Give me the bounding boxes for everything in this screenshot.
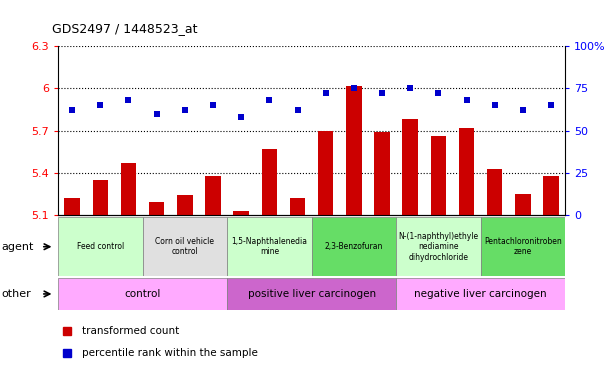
Bar xyxy=(290,198,306,215)
Text: Corn oil vehicle
control: Corn oil vehicle control xyxy=(155,237,214,257)
Text: other: other xyxy=(2,289,32,299)
Bar xyxy=(121,163,136,215)
Text: 2,3-Benzofuran: 2,3-Benzofuran xyxy=(324,242,383,251)
Bar xyxy=(318,131,334,215)
Bar xyxy=(205,175,221,215)
Text: agent: agent xyxy=(2,242,34,252)
Text: N-(1-naphthyl)ethyle
nediamine
dihydrochloride: N-(1-naphthyl)ethyle nediamine dihydroch… xyxy=(398,232,478,262)
Bar xyxy=(459,128,474,215)
Bar xyxy=(431,136,446,215)
Bar xyxy=(58,217,142,276)
Bar xyxy=(543,175,559,215)
Text: Feed control: Feed control xyxy=(77,242,124,251)
Text: control: control xyxy=(125,289,161,299)
Text: negative liver carcinogen: negative liver carcinogen xyxy=(414,289,547,299)
Bar xyxy=(149,202,164,215)
Bar xyxy=(481,217,565,276)
Bar xyxy=(515,194,531,215)
Bar xyxy=(403,119,418,215)
Bar xyxy=(233,211,249,215)
Bar xyxy=(262,149,277,215)
Text: Pentachloronitroben
zene: Pentachloronitroben zene xyxy=(484,237,562,257)
Bar xyxy=(92,180,108,215)
Bar xyxy=(58,278,227,310)
Text: 1,5-Naphthalenedia
mine: 1,5-Naphthalenedia mine xyxy=(232,237,307,257)
Text: positive liver carcinogen: positive liver carcinogen xyxy=(247,289,376,299)
Bar xyxy=(375,132,390,215)
Bar xyxy=(64,198,80,215)
Bar xyxy=(312,217,396,276)
Bar xyxy=(227,278,396,310)
Bar xyxy=(487,169,502,215)
Bar xyxy=(346,86,362,215)
Text: GDS2497 / 1448523_at: GDS2497 / 1448523_at xyxy=(52,22,197,35)
Bar xyxy=(142,217,227,276)
Text: percentile rank within the sample: percentile rank within the sample xyxy=(82,348,258,358)
Bar xyxy=(396,217,481,276)
Bar xyxy=(177,195,192,215)
Bar xyxy=(227,217,312,276)
Bar xyxy=(396,278,565,310)
Text: transformed count: transformed count xyxy=(82,326,180,336)
